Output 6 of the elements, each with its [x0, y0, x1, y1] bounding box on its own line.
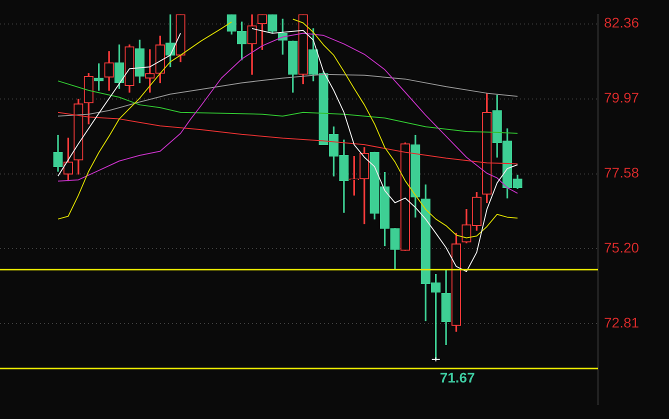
- y-tick-label: 77.58: [604, 164, 640, 181]
- annotation: 71.67: [440, 369, 476, 386]
- y-tick-label: 75.20: [604, 239, 640, 256]
- y-tick-label: 79.97: [604, 90, 640, 106]
- y-tick-label: 82.36: [604, 14, 640, 31]
- y-tick-label: 72.81: [604, 314, 640, 330]
